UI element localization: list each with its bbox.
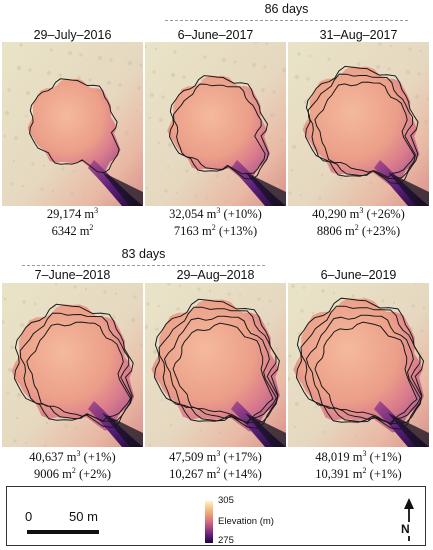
elevation-map-2 <box>145 42 286 206</box>
panel-stats-1: 29,174 m3 6342 m2 <box>2 206 143 240</box>
panel-date-4: 7–June–2018 <box>34 268 111 282</box>
colorbar-max-label: 305 <box>218 495 234 506</box>
interval-dashed-line <box>165 20 408 21</box>
panel-date-1: 29–July–2016 <box>33 28 112 42</box>
scale-bar <box>27 530 99 534</box>
volume-value: 40,637 m3 (+1%) <box>29 448 116 464</box>
volume-value: 47,509 m3 (+17%) <box>169 448 262 464</box>
map-legend: 0 50 m 305 Elevation (m) 275 N <box>6 486 426 546</box>
interval-dashed-line <box>22 265 265 266</box>
panel-date-3: 31–Aug–2017 <box>319 28 398 42</box>
volume-value: 40,290 m3 (+26%) <box>312 205 405 221</box>
area-value: 10,267 m2 (+14%) <box>169 465 262 481</box>
elevation-map-5 <box>145 283 286 447</box>
area-value: 8806 m2 (+23%) <box>316 222 401 238</box>
interval-label: 83 days <box>121 247 166 261</box>
panel-stats-3: 40,290 m3 (+26%) 8806 m2 (+23%) <box>288 206 429 240</box>
panel-stats-5: 47,509 m3 (+17%) 10,267 m2 (+14%) <box>145 449 286 483</box>
panel-stats-6: 48,019 m3 (+1%) 10,391 m2 (+1%) <box>288 449 429 483</box>
panel-stats-4: 40,637 m3 (+1%) 9006 m2 (+2%) <box>2 449 143 483</box>
scale-end-label: 50 m <box>69 509 98 524</box>
volume-value: 32,054 m3 (+10%) <box>169 205 262 221</box>
volume-value: 29,174 m3 <box>46 205 99 221</box>
elevation-map-4 <box>2 283 143 447</box>
interval-label: 86 days <box>264 2 309 16</box>
north-arrow-icon: N <box>397 497 421 545</box>
elevation-colorbar <box>205 501 213 543</box>
area-value: 6342 m2 <box>51 222 94 238</box>
volume-value: 48,019 m3 (+1%) <box>315 448 402 464</box>
north-label: N <box>400 522 411 536</box>
area-value: 10,391 m2 (+1%) <box>315 465 402 481</box>
elevation-map-3 <box>288 42 429 206</box>
panel-stats-2: 32,054 m3 (+10%) 7163 m2 (+13%) <box>145 206 286 240</box>
area-value: 9006 m2 (+2%) <box>33 465 112 481</box>
panel-date-6: 6–June–2019 <box>320 268 397 282</box>
panel-date-2: 6–June–2017 <box>177 28 254 42</box>
colorbar-title: Elevation (m) <box>218 516 274 527</box>
interval-83-days: 83 days <box>22 247 265 269</box>
elevation-map-6 <box>288 283 429 447</box>
elevation-map-1 <box>2 42 143 206</box>
area-value: 7163 m2 (+13%) <box>173 222 258 238</box>
colorbar-min-label: 275 <box>218 535 234 546</box>
scale-start-label: 0 <box>25 509 33 524</box>
interval-86-days: 86 days <box>165 2 408 24</box>
panel-date-5: 29–Aug–2018 <box>176 268 255 282</box>
